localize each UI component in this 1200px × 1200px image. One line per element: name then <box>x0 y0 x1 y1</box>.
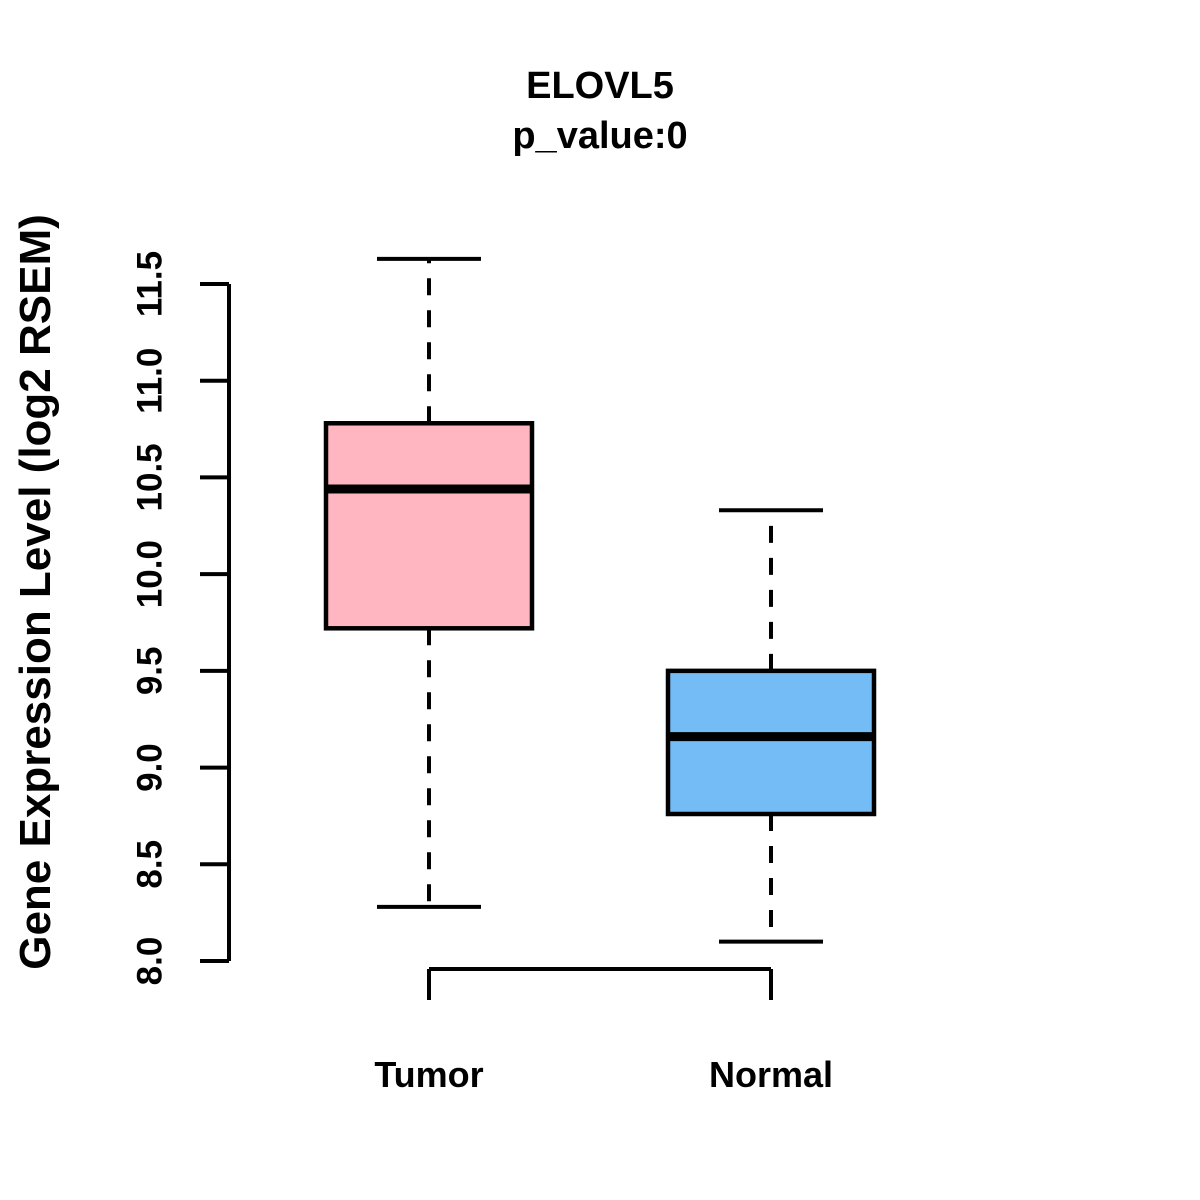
y-tick-label: 10.0 <box>131 540 170 608</box>
y-tick-label: 9.5 <box>131 647 170 696</box>
chart-subtitle: p_value:0 <box>512 115 688 157</box>
y-tick-label: 11.5 <box>131 251 170 317</box>
y-tick-label: 8.5 <box>131 840 170 889</box>
normal-box <box>665 668 877 817</box>
y-tick-label: 9.0 <box>131 743 170 792</box>
y-tick-label: 11.0 <box>131 348 170 414</box>
tumor-box <box>323 421 535 631</box>
x-label-tumor: Tumor <box>374 1054 484 1095</box>
chart-title: ELOVL5 <box>526 65 674 107</box>
y-tick-label: 8.0 <box>131 937 170 986</box>
y-tick-label: 10.5 <box>131 443 170 511</box>
x-label-normal: Normal <box>708 1054 834 1095</box>
